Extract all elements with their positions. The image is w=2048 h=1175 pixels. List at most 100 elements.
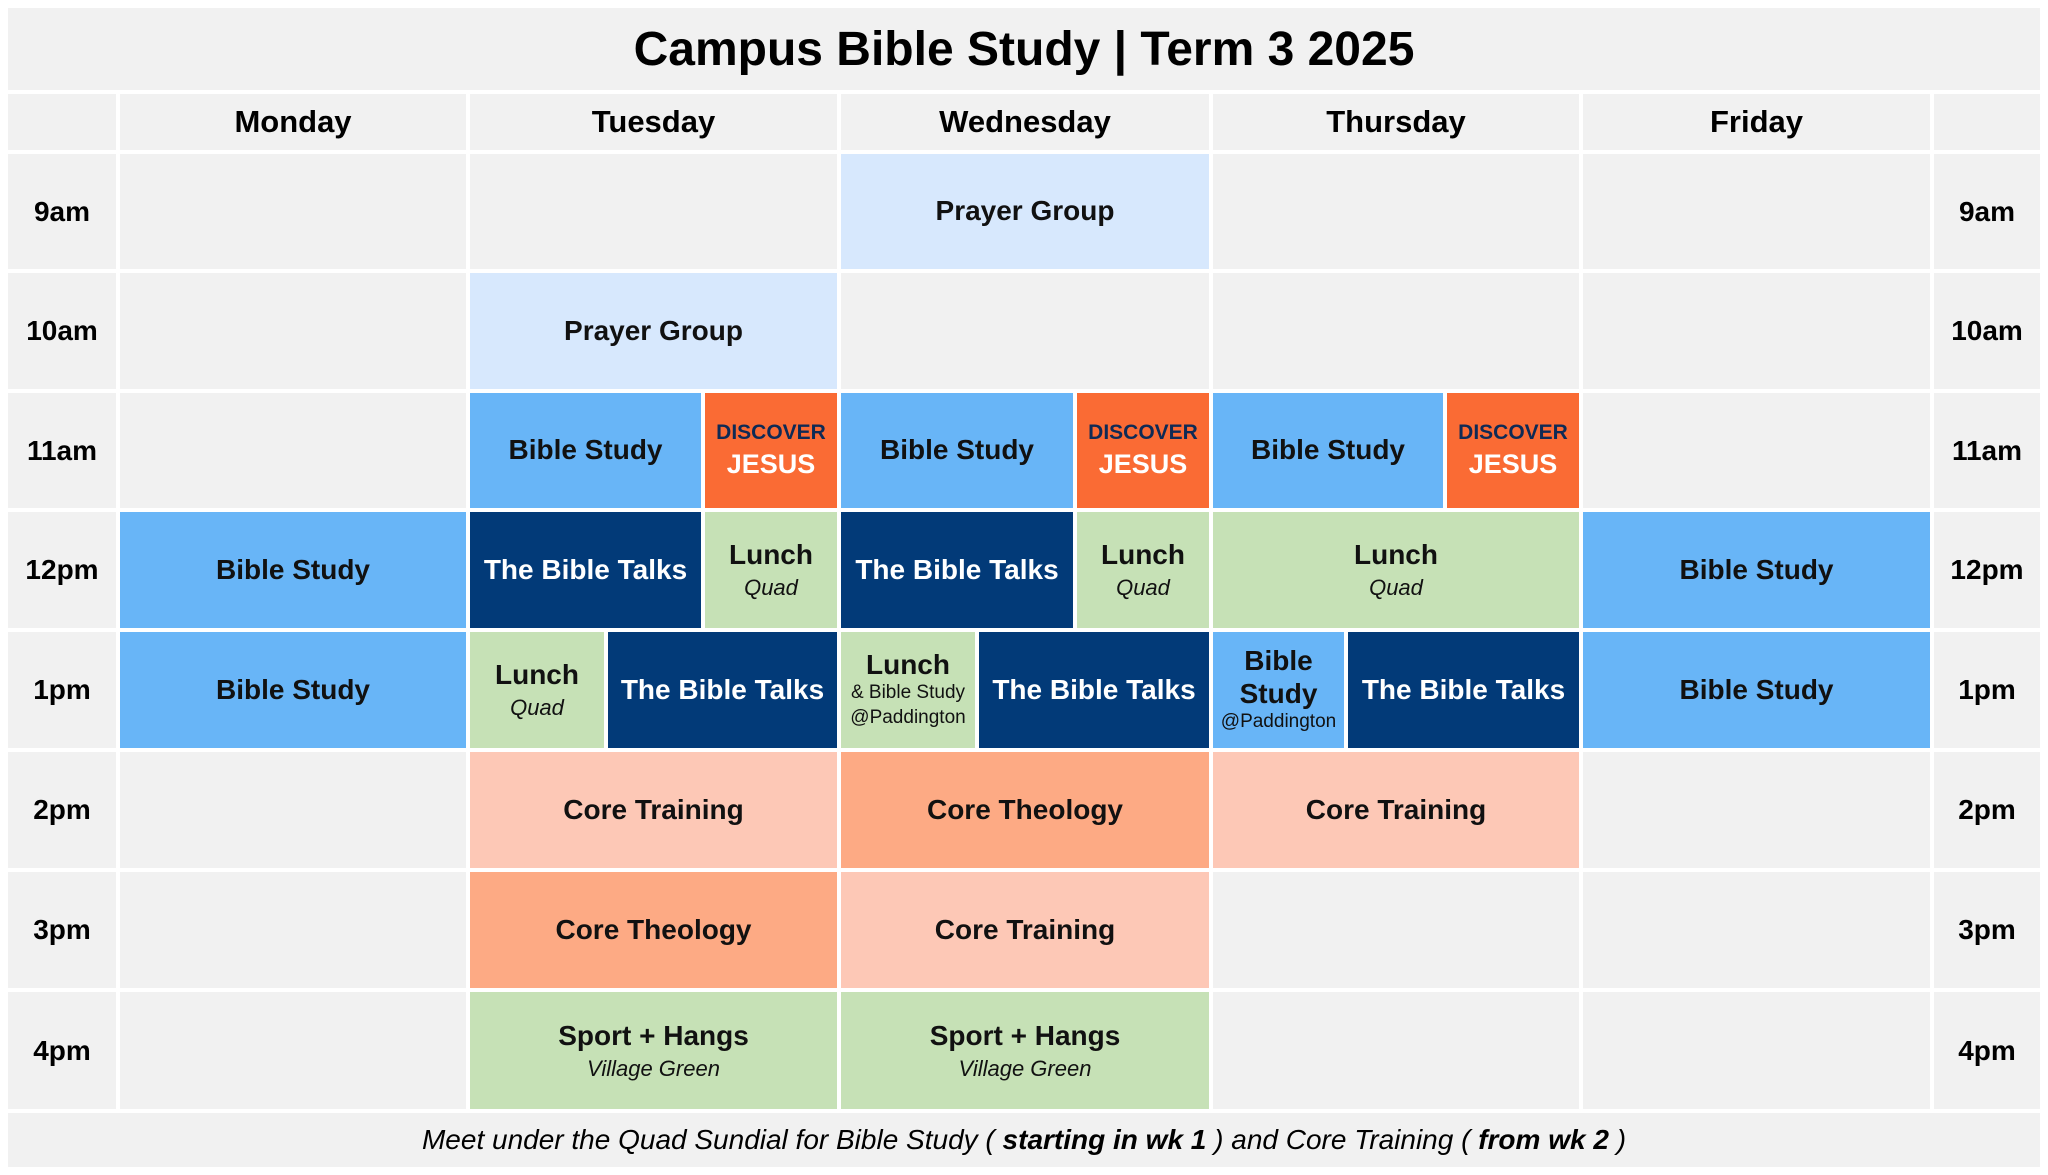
day-header-tuesday: Tuesday: [470, 94, 837, 150]
event-location: Quad: [510, 695, 564, 721]
header-corner-right: [1934, 94, 2040, 150]
event-title: Bible Study: [508, 434, 663, 466]
time-label-10am-right: 10am: [1934, 273, 2040, 389]
event-title: Bible Study: [215, 553, 370, 585]
event-title: Lunch: [495, 659, 579, 691]
event-bible-study-mon-12[interactable]: Bible Study: [120, 512, 466, 628]
time-label-11am: 11am: [8, 393, 116, 508]
event-core-theology-wed[interactable]: Core Theology: [841, 752, 1209, 868]
empty-slot: [1583, 752, 1930, 868]
event-lunch-bible-study-wed-1[interactable]: Lunch & Bible Study @Paddington: [841, 632, 975, 748]
event-sport-hangs-wed[interactable]: Sport + Hangs Village Green: [841, 992, 1209, 1109]
event-core-theology-tue[interactable]: Core Theology: [470, 872, 837, 988]
empty-slot: [1583, 154, 1930, 269]
event-bible-talks-wed-12[interactable]: The Bible Talks: [841, 512, 1073, 628]
day-header-wednesday: Wednesday: [841, 94, 1209, 150]
event-bible-study-paddington-thu-1[interactable]: Bible Study @Paddington: [1213, 632, 1344, 748]
day-header-thursday: Thursday: [1213, 94, 1579, 150]
event-lunch-wed-12[interactable]: Lunch Quad: [1077, 512, 1209, 628]
event-bible-study-mon-1[interactable]: Bible Study: [120, 632, 466, 748]
event-bible-talks-wed-1[interactable]: The Bible Talks: [979, 632, 1209, 748]
footer-text-1: Meet under the Quad Sundial for Bible St…: [421, 1124, 995, 1155]
time-label-3pm-right: 3pm: [1934, 872, 2040, 988]
event-title: Prayer Group: [564, 314, 743, 346]
footer-bold-2: from wk 2: [1478, 1124, 1609, 1155]
time-label-10am: 10am: [8, 273, 116, 389]
time-label-3pm: 3pm: [8, 872, 116, 988]
event-prayer-group-wed[interactable]: Prayer Group: [841, 154, 1209, 269]
event-title: The Bible Talks: [483, 553, 688, 585]
event-lunch-tue-12[interactable]: Lunch Quad: [705, 512, 837, 628]
empty-slot: [1213, 872, 1579, 988]
event-bible-talks-tue-12[interactable]: The Bible Talks: [470, 512, 701, 628]
event-title: Core Theology: [555, 913, 752, 945]
footer-note: Meet under the Quad Sundial for Bible St…: [8, 1113, 2040, 1167]
event-bible-talks-tue-1[interactable]: The Bible Talks: [608, 632, 837, 748]
time-label-1pm-right: 1pm: [1934, 632, 2040, 748]
empty-slot: [1583, 273, 1930, 389]
event-core-training-tue[interactable]: Core Training: [470, 752, 837, 868]
event-title: The Bible Talks: [855, 553, 1059, 585]
event-bible-study-fri-12[interactable]: Bible Study: [1583, 512, 1930, 628]
event-location: @Paddington: [1220, 710, 1337, 732]
event-bible-study-thu-11[interactable]: Bible Study: [1213, 393, 1443, 508]
day-header-friday: Friday: [1583, 94, 1930, 150]
event-discover-jesus-wed[interactable]: DISCOVER JESUS: [1077, 393, 1209, 508]
event-title-bottom: JESUS: [726, 449, 816, 480]
empty-slot: [1213, 154, 1579, 269]
header-corner-left: [8, 94, 116, 150]
time-label-2pm-right: 2pm: [1934, 752, 2040, 868]
footer-bold-1: starting in wk 1: [1002, 1124, 1207, 1155]
event-title: Core Training: [934, 913, 1116, 945]
event-location: Quad: [744, 575, 798, 601]
event-title: Lunch: [1354, 539, 1438, 571]
footer-text-2: ) and Core Training (: [1214, 1124, 1471, 1155]
event-title: The Bible Talks: [992, 673, 1196, 705]
empty-slot: [120, 992, 466, 1109]
time-label-4pm: 4pm: [8, 992, 116, 1109]
event-lunch-tue-1[interactable]: Lunch Quad: [470, 632, 604, 748]
empty-slot: [120, 273, 466, 389]
event-title-top: DISCOVER: [1458, 420, 1568, 444]
event-title-line1: Bible: [1244, 645, 1313, 677]
event-bible-study-wed-11[interactable]: Bible Study: [841, 393, 1073, 508]
event-title: Bible Study: [879, 434, 1034, 466]
empty-slot: [470, 154, 837, 269]
empty-slot: [1583, 393, 1930, 508]
page-title: Campus Bible Study | Term 3 2025: [8, 8, 2040, 90]
event-discover-jesus-tue[interactable]: DISCOVER JESUS: [705, 393, 837, 508]
event-bible-study-tue-11[interactable]: Bible Study: [470, 393, 701, 508]
event-title: The Bible Talks: [620, 673, 825, 705]
event-title: Lunch: [1101, 539, 1185, 571]
event-bible-talks-thu-1[interactable]: The Bible Talks: [1348, 632, 1579, 748]
empty-slot: [1213, 992, 1579, 1109]
event-sport-hangs-tue[interactable]: Sport + Hangs Village Green: [470, 992, 837, 1109]
event-title: Core Training: [563, 793, 744, 825]
event-title: Prayer Group: [935, 195, 1115, 227]
time-label-11am-right: 11am: [1934, 393, 2040, 508]
event-title-bottom: JESUS: [1468, 449, 1558, 480]
time-label-12pm-right: 12pm: [1934, 512, 2040, 628]
event-prayer-group-tue[interactable]: Prayer Group: [470, 273, 837, 389]
event-core-training-thu[interactable]: Core Training: [1213, 752, 1579, 868]
event-bible-study-fri-1[interactable]: Bible Study: [1583, 632, 1930, 748]
event-title: Bible Study: [1679, 553, 1834, 585]
event-location: @Paddington: [850, 707, 966, 729]
event-subtitle: & Bible Study: [850, 682, 966, 704]
time-label-12pm: 12pm: [8, 512, 116, 628]
event-location: Quad: [1116, 575, 1170, 601]
empty-slot: [120, 752, 466, 868]
event-title: Bible Study: [215, 673, 370, 705]
event-location: Village Green: [587, 1055, 720, 1081]
event-title: Bible Study: [1250, 434, 1405, 466]
event-lunch-thu-12[interactable]: Lunch Quad: [1213, 512, 1579, 628]
event-discover-jesus-thu[interactable]: DISCOVER JESUS: [1447, 393, 1579, 508]
event-title: Sport + Hangs: [929, 1019, 1121, 1051]
time-label-9am: 9am: [8, 154, 116, 269]
event-core-training-wed[interactable]: Core Training: [841, 872, 1209, 988]
event-title-bottom: JESUS: [1098, 449, 1188, 480]
day-header-monday: Monday: [120, 94, 466, 150]
time-label-9am-right: 9am: [1934, 154, 2040, 269]
event-title: Core Theology: [926, 793, 1123, 825]
event-title-top: DISCOVER: [1088, 420, 1198, 444]
